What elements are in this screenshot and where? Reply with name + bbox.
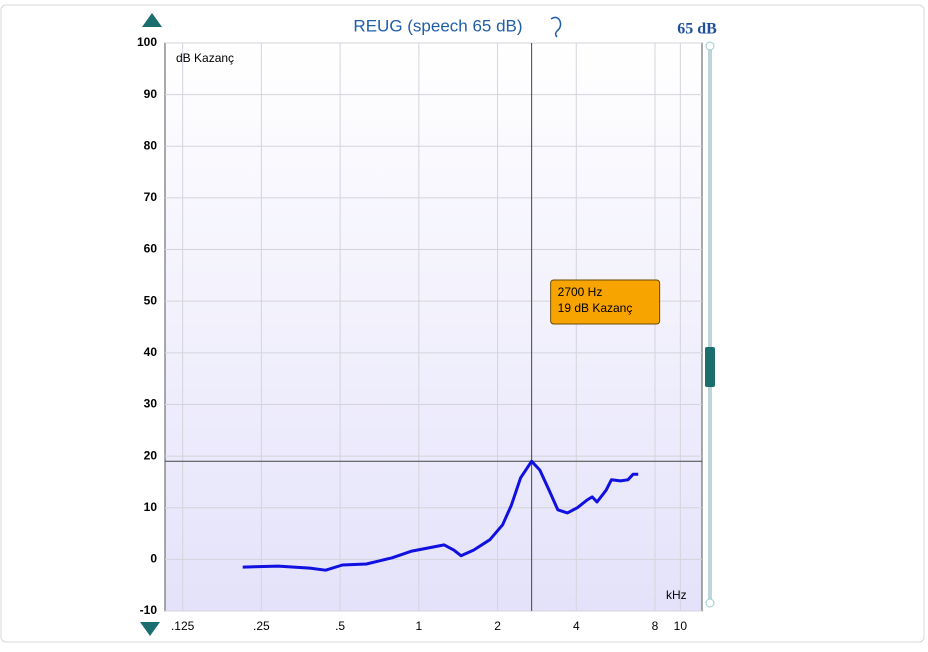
y-tick-label: 80 [144,138,158,152]
x-tick-label: 2 [494,619,501,633]
cursor-tooltip [550,279,661,325]
x-tick-label: .25 [253,619,270,633]
y-tick-label: 30 [144,397,158,411]
x-tick-label: 10 [674,619,688,633]
x-tick-label: 8 [652,619,659,633]
ear-icon [550,16,562,38]
x-tick-label: 1 [415,619,422,633]
y-tick-label: 10 [144,500,158,514]
slider-end [705,598,715,608]
y-axis-label: dB Kazanç [176,51,234,65]
x-tick-label: .125 [171,619,195,633]
gain-curve [242,459,639,572]
tooltip-text: 19 dB Kazanç [558,301,633,315]
level-label: 65 dB [677,21,717,38]
x-tick-label: .5 [335,619,345,633]
y-tick-label: 40 [144,345,158,359]
tooltip-text: 2700 Hz [558,285,603,299]
y-tick-label: 70 [144,190,158,204]
chart-title: REUG (speech 65 dB) [353,16,522,35]
scroll-up[interactable] [142,13,162,27]
slider-handle[interactable] [705,347,715,387]
x-axis-unit: kHz [666,588,687,602]
y-tick-label: 20 [144,448,158,462]
y-tick-label: 0 [150,552,157,566]
x-tick-label: 4 [573,619,580,633]
scroll-down[interactable] [140,622,160,636]
plot-area [164,42,703,612]
y-tick-label: 100 [137,35,157,49]
y-tick-label: 60 [144,242,158,256]
slider-end [705,41,715,51]
y-tick-label: 90 [144,87,158,101]
y-tick-label: -10 [140,603,158,617]
y-tick-label: 50 [144,293,158,307]
